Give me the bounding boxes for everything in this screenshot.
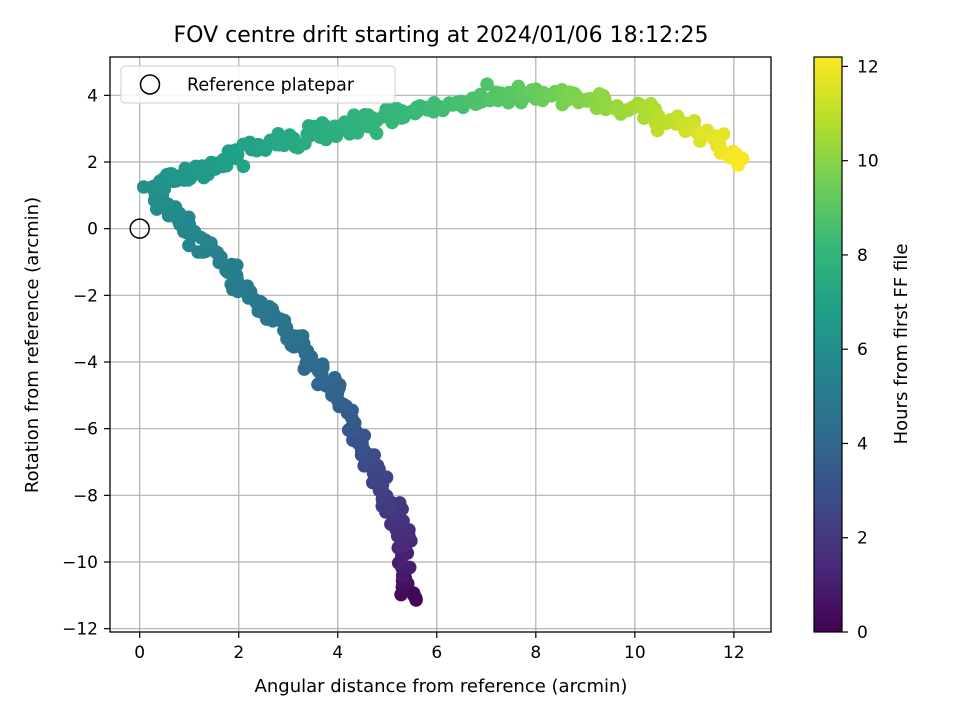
reference-platepar-marker: [129, 218, 150, 239]
data-point: [567, 91, 581, 106]
legend-box: [120, 65, 396, 104]
data-point: [693, 126, 708, 141]
data-point: [394, 540, 409, 554]
colorbar-label: Hours from first FF file: [891, 244, 912, 445]
data-point: [330, 392, 345, 406]
data-point: [357, 428, 372, 443]
x-tick-label: 2: [233, 643, 244, 663]
x-tick-label: 8: [530, 643, 541, 663]
legend-marker-reference: [139, 74, 161, 95]
data-point: [182, 238, 196, 253]
data-point: [319, 132, 333, 147]
data-point: [271, 127, 286, 141]
y-tick-label: −8: [73, 486, 98, 506]
data-points: [136, 77, 750, 607]
y-tick-label: 4: [87, 86, 98, 106]
x-tick-label: 12: [723, 643, 745, 663]
data-point: [189, 159, 203, 174]
data-point: [368, 475, 383, 489]
data-point: [136, 180, 151, 194]
colorbar-gradient: [813, 56, 843, 633]
x-tick-label: 6: [431, 643, 442, 663]
data-point: [480, 77, 494, 91]
colorbar-tick-label: 2: [857, 529, 868, 549]
x-axis-ticks: 0 2 4 6 8 10 12: [134, 632, 745, 663]
data-point: [365, 120, 379, 135]
y-tick-label: −2: [73, 286, 98, 306]
y-tick-label: −10: [62, 553, 98, 573]
data-point: [225, 257, 239, 272]
y-tick-label: −4: [73, 353, 98, 373]
colorbar-tick-label: 6: [857, 340, 868, 360]
x-tick-label: 10: [624, 643, 646, 663]
chart-title: FOV centre drift starting at 2024/01/06 …: [174, 23, 709, 48]
data-point: [365, 111, 380, 125]
reference-point-layer: [129, 218, 150, 239]
data-point: [230, 147, 245, 161]
y-axis-label: Rotation from reference (arcmin): [22, 197, 43, 493]
data-point: [357, 459, 372, 473]
legend: Reference platepar: [120, 65, 396, 104]
plot-frame: [109, 56, 772, 633]
colorbar-tick-label: 10: [857, 152, 879, 172]
data-point: [236, 137, 251, 152]
colorbar-tick-label: 12: [857, 57, 879, 77]
y-tick-label: 0: [87, 220, 98, 240]
colorbar-tick-label: 0: [857, 623, 868, 643]
colorbar: 0 2 4 6 8 10 12 Hours from first FF file: [813, 56, 912, 643]
data-point: [236, 159, 251, 174]
x-tick-label: 4: [332, 643, 343, 663]
colorbar-ticks: 0 2 4 6 8 10 12: [842, 57, 879, 643]
data-point: [157, 182, 172, 196]
data-point: [410, 105, 424, 119]
x-tick-label: 0: [134, 643, 145, 663]
data-point: [731, 158, 745, 172]
y-tick-label: −12: [62, 620, 98, 640]
x-axis-label: Angular distance from reference (arcmin): [255, 676, 628, 697]
y-axis-ticks: −12 −10 −8 −6 −4 −2 0 2 4: [62, 86, 110, 640]
colorbar-tick-label: 4: [857, 434, 868, 454]
y-tick-label: 2: [87, 153, 98, 173]
legend-entry-reference: Reference platepar: [187, 76, 355, 96]
grid: [110, 57, 771, 632]
data-point: [325, 122, 339, 137]
data-point: [277, 323, 291, 338]
data-point: [187, 225, 201, 240]
colorbar-tick-label: 8: [857, 246, 868, 266]
y-tick-label: −6: [73, 420, 98, 440]
data-point: [454, 94, 468, 109]
